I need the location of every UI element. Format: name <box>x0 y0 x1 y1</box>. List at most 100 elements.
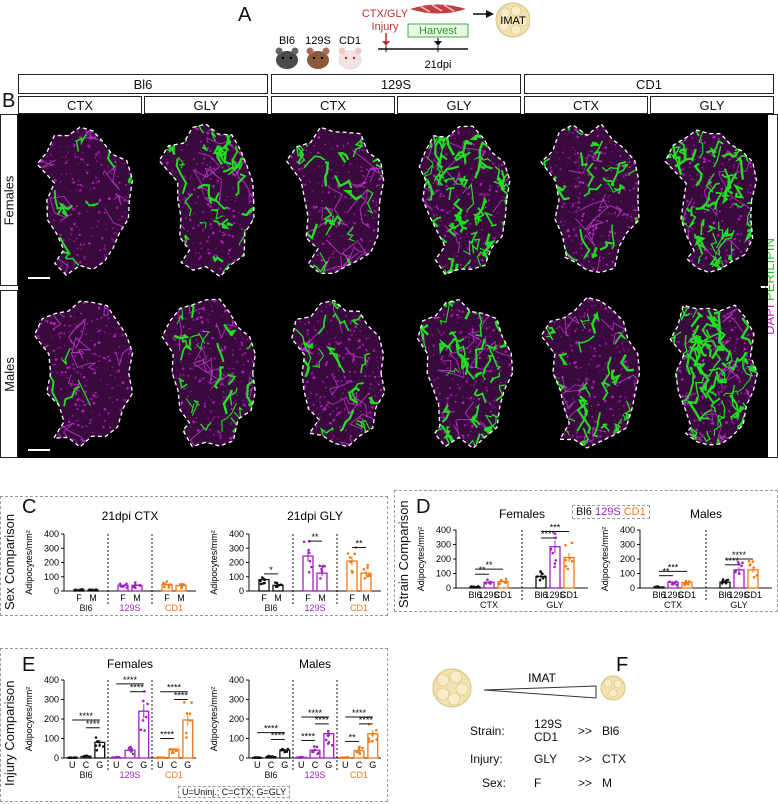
data-point <box>504 581 507 585</box>
data-point <box>163 582 167 586</box>
strain-header-cd1: CD1 <box>524 74 774 94</box>
data-point <box>134 586 137 589</box>
x-tick-label: M <box>133 593 141 603</box>
significance-label: **** <box>541 529 556 539</box>
data-point <box>141 719 145 722</box>
y-tick-label: 0 <box>54 753 59 763</box>
data-point <box>307 571 311 574</box>
data-point <box>564 544 567 547</box>
summary-injury-op: >> <box>578 752 593 766</box>
data-point <box>170 748 174 751</box>
mouse-bl6-icon <box>275 47 299 69</box>
data-point <box>541 572 544 576</box>
data-point <box>362 568 366 571</box>
significance-label: **** <box>264 724 279 734</box>
data-point <box>85 754 89 758</box>
data-point <box>81 589 84 592</box>
legend-bl6: Bl6 <box>576 506 592 518</box>
x-tick-label: CD1 <box>678 590 696 600</box>
y-tick-label: 0 <box>239 586 244 596</box>
data-point <box>74 588 78 592</box>
significance-label: **** <box>352 708 367 718</box>
data-point <box>111 756 114 759</box>
micrograph-male-3 <box>271 288 397 458</box>
significance-label: **** <box>271 730 286 740</box>
summary-sex-left: F <box>534 776 542 790</box>
data-point <box>131 752 135 756</box>
x-tick-label: 129S <box>728 590 749 600</box>
x-tick-label: Bl6 <box>652 590 665 600</box>
x-tick-label: F <box>120 593 126 603</box>
data-point <box>553 565 556 569</box>
significance-label: ** <box>478 565 486 575</box>
data-point <box>340 756 344 759</box>
data-point <box>190 701 193 704</box>
data-point <box>353 552 356 556</box>
significance-label: **** <box>167 683 182 693</box>
panel-e-footnote: U=Uninj.; C=CTX; G=GLY <box>178 786 291 798</box>
micrograph-male-2 <box>144 288 268 458</box>
data-point <box>312 745 316 748</box>
x-tick-label: C <box>171 760 178 770</box>
data-point <box>476 585 479 589</box>
data-point <box>94 736 98 739</box>
micrograph-male-4 <box>397 288 521 458</box>
group-label: GLY <box>730 600 747 610</box>
panel-a-letter: A <box>238 4 252 26</box>
significance-label: **** <box>123 675 138 685</box>
data-point <box>88 588 91 591</box>
data-point <box>271 755 274 758</box>
significance-label: *** <box>550 522 561 532</box>
significance-label: ** <box>349 732 357 742</box>
data-point <box>566 567 570 571</box>
chart-title: Males <box>690 507 722 521</box>
data-point <box>366 566 369 570</box>
data-point <box>298 755 302 759</box>
y-tick-label: 400 <box>620 525 635 535</box>
x-tick-label: 129S <box>544 590 565 600</box>
x-tick-label: U <box>69 760 76 770</box>
data-point <box>185 712 189 715</box>
x-tick-label: M <box>89 593 97 603</box>
data-point <box>751 560 755 563</box>
x-tick-label: 129S <box>662 590 683 600</box>
data-point <box>570 560 574 563</box>
bar <box>535 575 547 589</box>
data-point <box>307 548 310 552</box>
y-axis-label: Adipocytes/mm² <box>416 527 426 592</box>
strain-header-129s: 129S <box>271 74 521 94</box>
group-label: CD1 <box>350 770 368 780</box>
imat-label: IMAT <box>500 15 526 27</box>
micrograph-female-3 <box>271 114 397 286</box>
data-point <box>674 580 678 583</box>
data-point <box>370 739 374 743</box>
summary-strain-right: Bl6 <box>602 724 620 738</box>
y-tick-label: 300 <box>620 540 635 550</box>
x-tick-label: U <box>254 760 261 770</box>
injury-header-129s-ctx: CTX <box>271 96 395 114</box>
y-tick-label: 200 <box>436 554 451 564</box>
data-point <box>484 582 488 585</box>
data-point <box>319 577 322 580</box>
data-point <box>346 552 350 555</box>
group-label: CTX <box>480 600 498 610</box>
data-point <box>134 581 137 584</box>
data-point <box>312 750 315 754</box>
significance-label: ** <box>311 532 319 542</box>
data-point <box>95 748 99 752</box>
data-point <box>472 585 475 589</box>
data-point <box>684 579 688 583</box>
y-tick-label: 200 <box>620 554 635 564</box>
chart-title: Females <box>107 657 153 671</box>
injury-word-label: Injury <box>372 21 399 33</box>
y-tick-label: 0 <box>446 583 451 593</box>
micrograph-female-1 <box>18 114 142 286</box>
y-tick-label: 300 <box>44 543 59 553</box>
data-point <box>549 547 553 551</box>
significance-label: **** <box>725 556 740 566</box>
panel-f-letter: F <box>616 654 629 676</box>
strain-label-129s: 129S <box>305 35 331 47</box>
imat-low-icon <box>600 675 626 701</box>
